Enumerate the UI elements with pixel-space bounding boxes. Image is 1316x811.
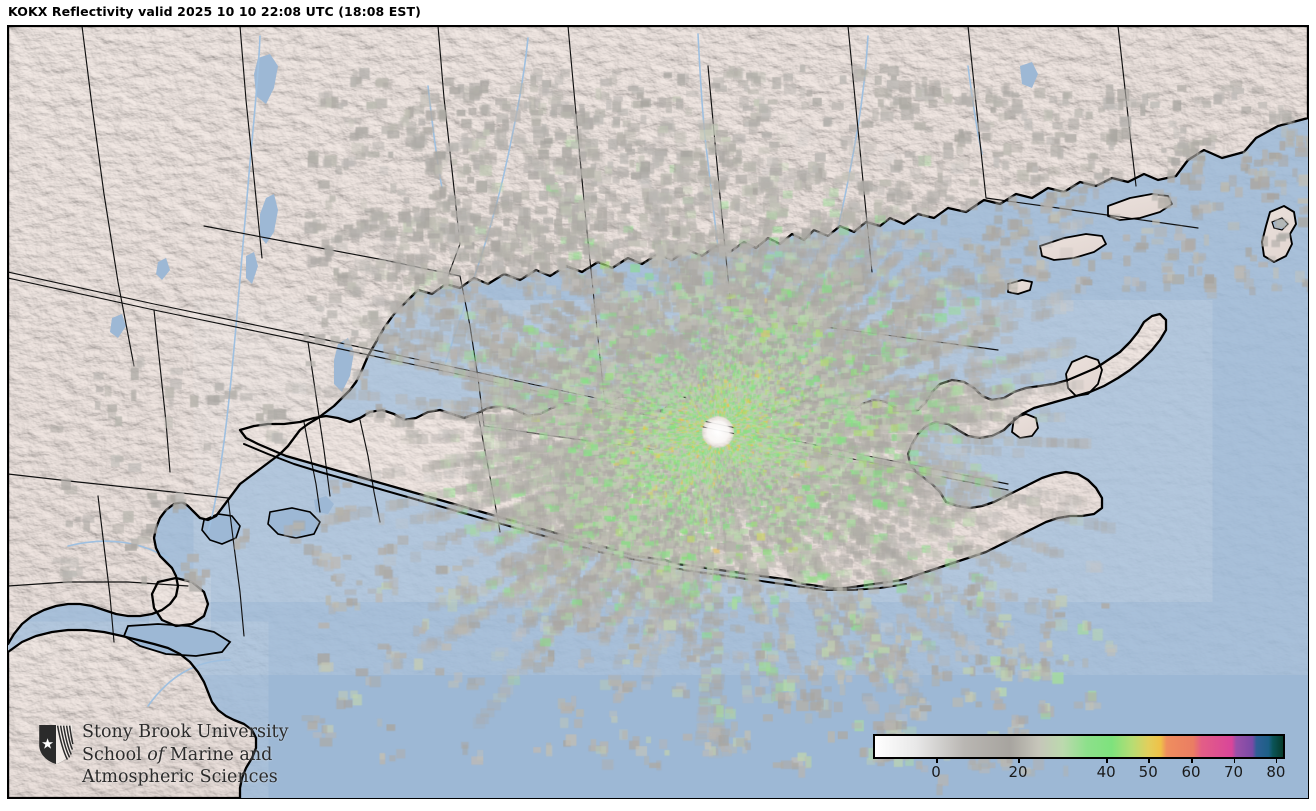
colorbar-tick xyxy=(1148,759,1150,763)
colorbar-tick-labels: 0 20 40 50 60 70 80 xyxy=(873,759,1285,787)
reflectivity-colorbar: 0 20 40 50 60 70 80 xyxy=(873,729,1298,791)
colorbar-tick-label-0: 0 xyxy=(931,763,941,781)
colorbar-gradient-box xyxy=(873,734,1285,759)
colorbar-gradient xyxy=(875,736,1283,757)
colorbar-tick-label-40: 40 xyxy=(1096,763,1116,781)
page-title: KOKX Reflectivity valid 2025 10 10 22:08… xyxy=(8,4,421,19)
colorbar-tick-label-60: 60 xyxy=(1181,763,1201,781)
colorbar-tick-label-80: 80 xyxy=(1266,763,1286,781)
colorbar-tick xyxy=(936,759,938,763)
colorbar-tick xyxy=(1275,759,1278,763)
colorbar-tick-label-20: 20 xyxy=(1008,763,1028,781)
colorbar-tick xyxy=(1233,759,1235,763)
colorbar-tick-label-70: 70 xyxy=(1223,763,1244,781)
colorbar-tick-label-50: 50 xyxy=(1138,763,1158,781)
basemap xyxy=(8,26,1308,798)
colorbar-tick xyxy=(1191,759,1193,763)
radar-map-panel[interactable]: Stony Brook University School of Marine … xyxy=(7,25,1309,799)
colorbar-tick xyxy=(1018,759,1020,763)
colorbar-tick xyxy=(1106,759,1108,763)
